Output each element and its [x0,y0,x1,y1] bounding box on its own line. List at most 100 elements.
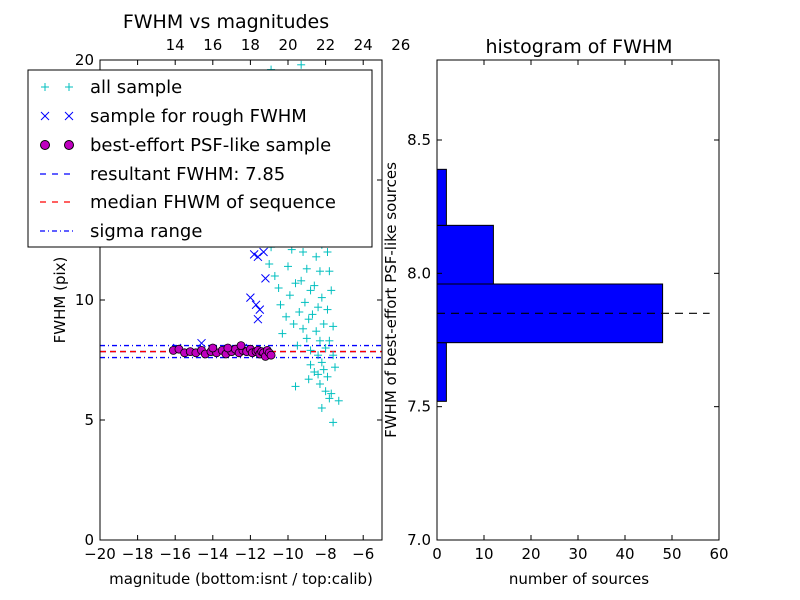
right-x-tick-label: 40 [615,545,634,563]
scatter-point-plus [285,291,294,300]
left-top-tick-label: 16 [203,36,222,54]
left-y-tick-label: 10 [75,291,94,309]
scatter-point-plus [325,336,334,345]
legend-label-median: median FHWM of sequence [90,192,336,213]
scatter-point-plus [323,372,332,381]
scatter-point-plus [295,308,304,316]
left-y-axis-label: FWHM (pix) [51,257,69,344]
left-x-tick-label: −8 [315,545,337,563]
scatter-point-plus [314,351,323,360]
scatter-point-x [259,247,268,257]
scatter-point-plus [319,365,328,374]
scatter-point-plus [297,276,306,285]
scatter-point-plus [282,312,291,321]
right-y-tick-label: 7.5 [407,398,431,416]
right-x-tick-label: 0 [432,545,442,563]
scatter-point-plus [299,324,308,333]
legend-marker-circle-icon [40,140,74,150]
right-x-tick-label: 20 [521,545,540,563]
scatter-point-plus [299,248,308,256]
left-x-tick-label: −10 [272,545,304,563]
legend: all sample sample for rough FWHM best-ef… [27,69,373,248]
left-x-tick-label: −20 [84,545,116,563]
scatter-point-plus [315,336,324,345]
left-x-tick-label: −16 [159,545,191,563]
scatter-point-plus [331,363,339,372]
scatter-point-plus [278,329,287,338]
left-y-tick-label: 5 [84,411,94,429]
scatter-point-x [253,314,263,324]
scatter-point-plus [276,300,285,309]
legend-label-psf-sample: best-effort PSF-like sample [90,135,331,156]
left-top-tick-label: 20 [278,36,297,54]
scatter-point-plus [291,279,300,288]
right-histogram-bars [436,168,664,402]
scatter-point-x [246,293,255,302]
left-top-tick-label: 14 [166,36,185,54]
left-x-tick-label: −14 [197,545,229,563]
scatter-point-plus [334,396,343,405]
scatter-point-plus [329,351,338,360]
scatter-point-plus [304,315,313,324]
legend-entry-psf-sample: best-effort PSF-like sample [40,135,331,156]
right-y-axis-label: FWHM of best-effort PSF-like sources [382,162,400,438]
scatter-point-plus [315,267,324,276]
right-x-tick-label: 10 [474,545,493,563]
histogram-bar [436,168,447,226]
left-x-axis-label: magnitude (bottom:isnt / top:calib) [109,570,373,588]
scatter-point-plus [317,293,326,302]
scatter-point-plus [325,267,334,276]
left-chart-title: FWHM vs magnitudes [123,11,329,33]
scatter-point-circle [236,341,246,351]
left-top-tick-label: 24 [354,36,373,54]
scatter-point-plus [329,418,338,427]
right-y-axis-ticks: 7.0 7.5 8.0 8.5 [407,131,719,549]
scatter-point-x [261,274,270,283]
scatter-point-plus [297,60,306,69]
scatter-point-plus [274,284,283,292]
left-top-tick-label: 26 [391,36,410,54]
scatter-point-plus [327,389,336,398]
scatter-point-plus [317,358,326,367]
scatter-point-plus [321,344,330,352]
legend-label-resultant: resultant FWHM: 7.85 [90,164,285,185]
scatter-point-plus [291,382,300,391]
scatter-point-plus [312,252,321,261]
scatter-point-plus [325,394,334,403]
left-top-tick-label: 22 [316,36,335,54]
legend-entry-resultant: resultant FWHM: 7.85 [40,164,285,185]
left-top-axis-ticks: 14 16 18 20 22 24 26 [166,36,411,54]
legend-box [27,69,373,248]
scatter-point-plus [314,370,323,379]
scatter-point-circle [266,350,276,360]
legend-label-sigma: sigma range [90,221,202,242]
scatter-point-plus [317,404,326,412]
scatter-point-x [197,338,206,348]
left-top-tick-label: 18 [241,36,260,54]
right-chart-title: histogram of FWHM [485,36,672,58]
scatter-point-plus [306,286,315,295]
histogram-bar [436,224,494,285]
left-y-tick-label: 20 [75,51,94,69]
scatter-point-plus [319,320,328,328]
legend-entry-sigma: sigma range [40,221,202,242]
scatter-point-plus [306,346,315,355]
legend-entry-rough-sample: sample for rough FWHM [40,106,307,127]
scatter-point-plus [284,262,292,271]
scatter-point-x [255,305,265,314]
scatter-point-plus [310,281,319,290]
left-x-axis-ticks: −20 −18 −16 −14 −12 −10 −8 −6 [84,60,374,563]
scatter-point-plus [289,320,298,328]
left-y-tick-label: 0 [84,531,94,549]
scatter-point-plus [323,248,332,256]
left-x-tick-label: −6 [352,545,374,563]
scatter-point-plus [302,334,311,343]
scatter-point-plus [327,286,336,295]
legend-marker-plus-icon [41,83,73,91]
scatter-point-plus [306,360,315,369]
right-y-tick-label: 8.5 [407,131,431,149]
scatter-point-plus [265,260,274,268]
right-panel: histogram of FWHM 0 10 20 30 40 50 60 7.0 7.5 8.… [382,36,729,588]
scatter-point-circle [208,343,218,353]
scatter-point-x [251,300,261,310]
